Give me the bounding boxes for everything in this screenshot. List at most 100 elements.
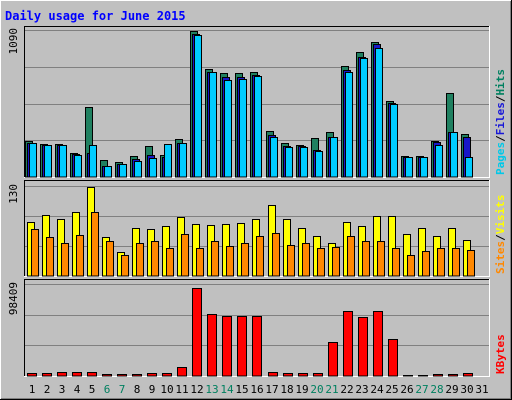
bar <box>270 137 278 178</box>
x-tick-label: 20 <box>310 383 323 396</box>
bar <box>373 311 383 377</box>
bar <box>151 241 159 277</box>
bar <box>222 316 232 377</box>
bar <box>343 311 353 377</box>
x-tick-label: 5 <box>89 383 96 396</box>
x-tick-label: 15 <box>235 383 248 396</box>
x-tick-label: 13 <box>205 383 218 396</box>
bar <box>463 373 473 377</box>
legend-entry: Visits <box>494 195 507 235</box>
x-tick-label: 30 <box>460 383 473 396</box>
legend-kbytes: KBytes <box>494 334 507 374</box>
bar <box>407 255 415 277</box>
panel-kbytes: 98409 KBytes <box>7 279 507 377</box>
y-max-label-visits: 130 <box>7 184 20 204</box>
x-tick-label: 27 <box>415 383 428 396</box>
y-max-label-kbytes: 98409 <box>7 282 20 315</box>
series-pages <box>29 35 473 178</box>
bar <box>390 104 398 178</box>
bar <box>388 339 398 377</box>
bar <box>467 250 475 277</box>
x-tick-label: 24 <box>370 383 384 396</box>
bar <box>330 137 338 178</box>
bar <box>89 145 97 178</box>
bar <box>76 235 84 277</box>
legend-visits: Sites/Visits <box>494 195 507 275</box>
chart-title: Daily usage for June 2015 <box>5 9 186 23</box>
bar <box>328 342 338 377</box>
bar <box>405 157 413 178</box>
y-max-label-hits: 1090 <box>7 28 20 55</box>
bar <box>117 374 127 377</box>
legend-separator: / <box>494 234 507 241</box>
bar <box>192 288 202 377</box>
bar <box>57 372 67 377</box>
x-tick-label: 2 <box>44 383 51 396</box>
bar <box>42 373 52 377</box>
bar <box>437 248 445 277</box>
bar <box>91 212 99 277</box>
x-tick-label: 6 <box>104 383 111 396</box>
bar <box>44 145 52 178</box>
bar <box>452 248 460 277</box>
legend-entry: Sites <box>494 241 507 274</box>
bar <box>162 373 172 377</box>
bar <box>119 164 127 178</box>
bar <box>433 374 443 377</box>
bar <box>134 161 142 178</box>
x-tick-label: 31 <box>475 383 488 396</box>
bar <box>149 158 157 178</box>
legend-entry: Pages <box>494 142 507 175</box>
legend-separator: / <box>494 95 507 102</box>
bar <box>403 375 413 377</box>
bar <box>252 316 262 377</box>
bar <box>241 243 249 277</box>
bar <box>164 144 172 178</box>
bar <box>285 147 293 178</box>
bar <box>345 72 353 178</box>
bar <box>287 245 295 277</box>
bar <box>211 241 219 277</box>
bar <box>121 255 129 277</box>
bar <box>46 237 54 277</box>
x-tick-label: 28 <box>430 383 443 396</box>
bar <box>147 373 157 377</box>
legend-entry: KBytes <box>494 334 507 374</box>
bar <box>74 155 82 178</box>
bar <box>360 58 368 178</box>
x-tick-label: 22 <box>340 383 353 396</box>
x-tick-label: 4 <box>74 383 81 396</box>
bar <box>298 373 308 377</box>
x-tick-label: 25 <box>385 383 398 396</box>
bar <box>136 243 144 277</box>
bar <box>166 248 174 277</box>
bar <box>272 233 280 277</box>
x-axis: 1 2 3 4 5 6 7 8 9 10 11 12 13 14 15 16 17 18 19 20 21 22 23 24 2… <box>29 383 489 396</box>
x-tick-label: 21 <box>325 383 338 396</box>
bar <box>224 80 232 178</box>
bar <box>87 372 97 377</box>
bar <box>104 166 112 178</box>
x-tick-label: 3 <box>59 383 66 396</box>
x-tick-label: 14 <box>220 383 234 396</box>
panel-visits: 130 Sites/Visits <box>7 180 507 277</box>
bar <box>72 372 82 377</box>
bar <box>181 234 189 277</box>
bar <box>132 374 142 377</box>
x-tick-label: 23 <box>355 383 368 396</box>
bar <box>179 143 187 178</box>
bar <box>315 151 323 178</box>
bar <box>226 246 234 277</box>
legend-entry: Hits <box>494 69 507 96</box>
bar <box>362 241 370 277</box>
bar <box>209 72 217 178</box>
legend-entry: Files <box>494 102 507 135</box>
bar <box>283 373 293 377</box>
bar <box>254 76 262 178</box>
x-tick-label: 11 <box>175 383 188 396</box>
bar <box>392 248 400 277</box>
x-tick-label: 8 <box>134 383 141 396</box>
bar <box>31 229 39 277</box>
